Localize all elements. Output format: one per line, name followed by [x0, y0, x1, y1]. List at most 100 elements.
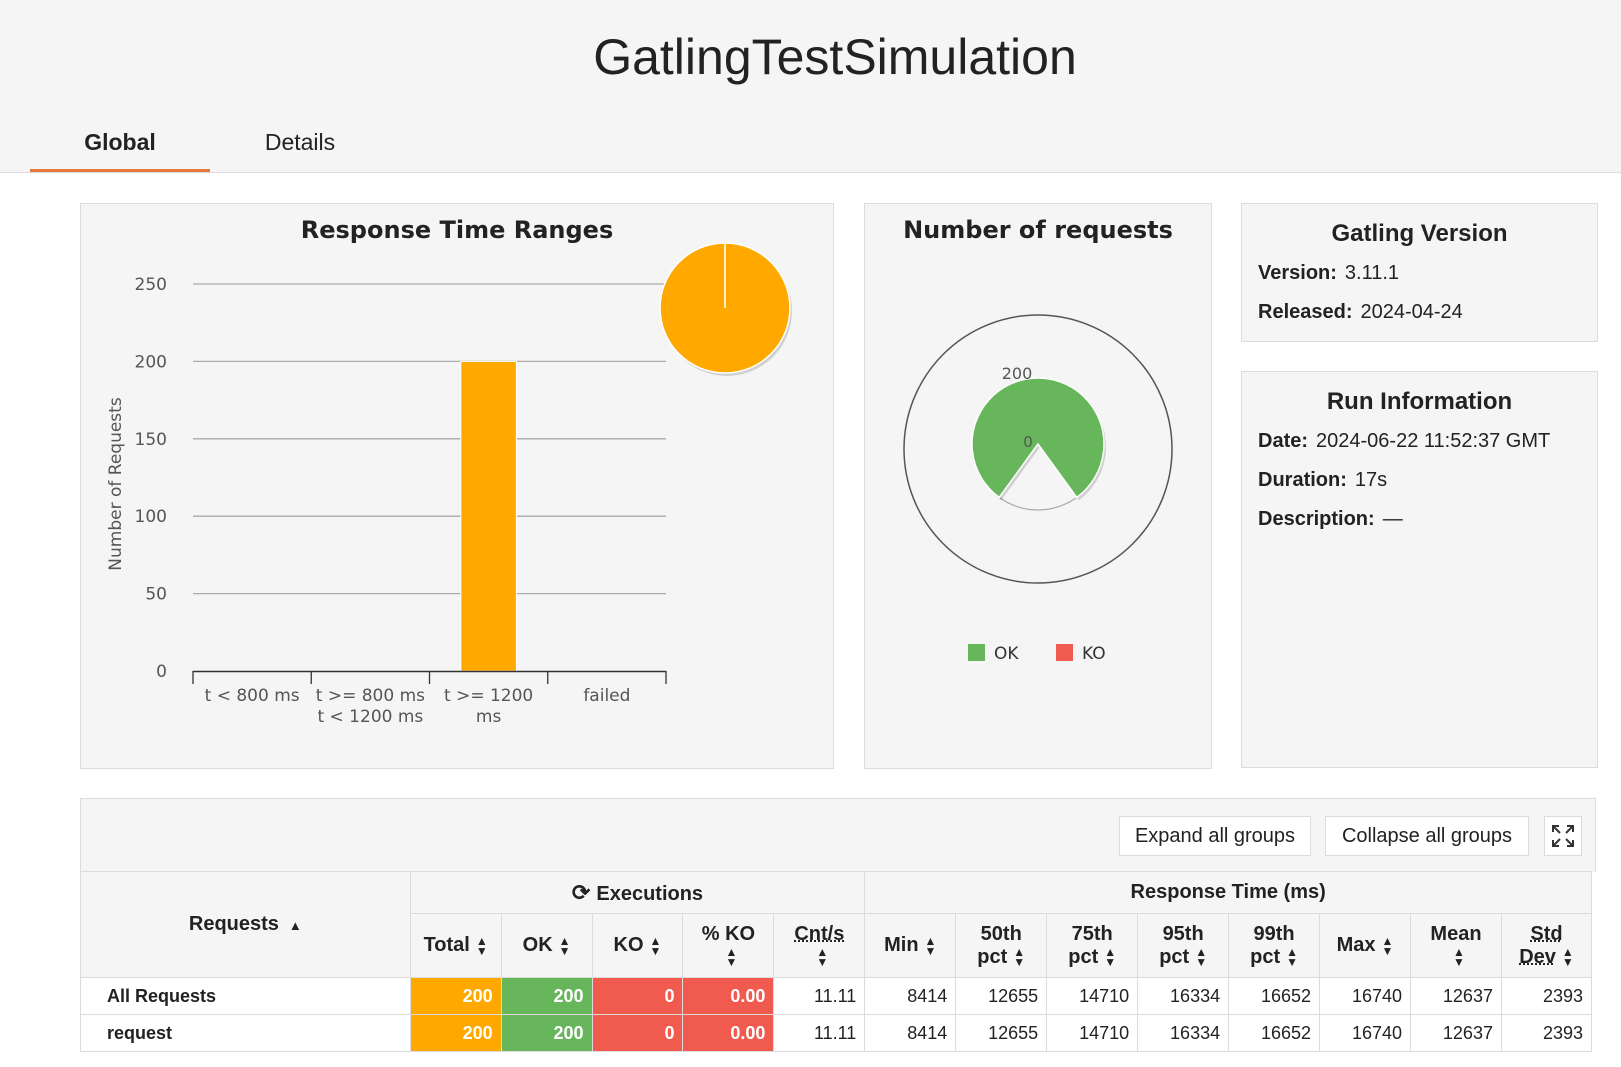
sort-icon: ▲ ▼	[1195, 945, 1208, 970]
inset-pie	[659, 242, 792, 376]
cell-min: 8414	[864, 1014, 957, 1052]
fullscreen-button[interactable]	[1544, 816, 1582, 856]
col-99th-label: 99th	[1253, 922, 1295, 945]
legend-ok-label: OK	[994, 644, 1019, 664]
tab-global[interactable]: Global	[30, 112, 210, 172]
cell-p50: 12655	[955, 1014, 1048, 1052]
cell-total: 200	[409, 1014, 502, 1052]
sort-icon: ▲ ▼	[1561, 945, 1574, 970]
cell-p95: 16334	[1137, 1014, 1230, 1052]
x-tick-label-line: t < 1200 ms	[317, 707, 423, 727]
col-pct-ko[interactable]: % KO ▲ ▼	[682, 913, 775, 978]
table-row[interactable]: All Requests 200 200 0 0.00 11.11 8414 1…	[80, 977, 1593, 1015]
cell-max: 16740	[1319, 977, 1412, 1015]
expand-all-groups-button[interactable]: Expand all groups	[1119, 816, 1311, 856]
request-name[interactable]: request	[80, 1014, 411, 1052]
sort-icon: ▲ ▼	[816, 945, 829, 970]
released-value: 2024-04-24	[1360, 301, 1463, 323]
gatling-version-card: Gatling Version Version: 3.11.1 Released:…	[1241, 203, 1598, 342]
chart-title: Number of requests	[903, 216, 1173, 244]
col-ko[interactable]: KO ▲ ▼	[591, 913, 684, 978]
date-label: Date:	[1258, 430, 1309, 452]
col-pct-ko-label: % KO	[701, 922, 756, 945]
cell-std-dev: 2393	[1500, 1014, 1593, 1052]
x-tick-labels: t < 800 ms t >= 800 ms t < 1200 ms t >= 120…	[205, 686, 631, 727]
x-axis	[192, 670, 667, 684]
y-tick-labels: 0 50 100 150 200 250	[135, 275, 167, 682]
col-ok[interactable]: OK ▲ ▼	[500, 913, 593, 978]
table-row[interactable]: request 200 200 0 0.00 11.11 8414 12655 …	[80, 1014, 1593, 1052]
cell-p75: 14710	[1046, 977, 1139, 1015]
col-99th-pct[interactable]: 99th pct ▲ ▼	[1228, 913, 1321, 978]
requests-column-header[interactable]: Requests ▲	[80, 871, 411, 978]
sort-icon: ▲ ▼	[475, 933, 488, 958]
cell-ko: 0	[591, 1014, 684, 1052]
tab-details[interactable]: Details	[264, 129, 336, 155]
legend: OK KO	[968, 644, 1106, 664]
col-mean[interactable]: Mean ▲ ▼	[1410, 913, 1502, 978]
number-of-requests-chart: Number of requests 200 0 OK KO	[903, 216, 1173, 664]
version-label: Version:	[1258, 262, 1337, 284]
col-50th-label: 50th	[980, 922, 1022, 945]
cell-p75: 14710	[1046, 1014, 1139, 1052]
sort-icon: ▲ ▼	[1013, 945, 1026, 970]
cell-mean: 12637	[1410, 977, 1502, 1015]
y-tick-label: 200	[135, 352, 167, 372]
col-total[interactable]: Total ▲ ▼	[409, 913, 502, 978]
sort-icon: ▲ ▼	[1286, 945, 1299, 970]
cell-ko: 0	[591, 977, 684, 1015]
pie-slice-ok[interactable]	[971, 377, 1105, 499]
y-tick-label: 150	[135, 430, 167, 450]
col-total-label: Total	[423, 934, 470, 956]
col-std-label: Std	[1530, 922, 1563, 945]
cell-pct-ko: 0.00	[682, 1014, 775, 1052]
col-pct-label: pct	[1068, 945, 1099, 968]
y-tick-label: 250	[135, 275, 167, 295]
col-min[interactable]: Min ▲ ▼	[864, 913, 957, 978]
sort-icon: ▲ ▼	[725, 945, 738, 970]
scale-label-min: 0	[1023, 433, 1033, 451]
col-mean-label: Mean	[1430, 922, 1482, 945]
col-cnt-s[interactable]: Cnt/s ▲ ▼	[773, 913, 866, 978]
run-information-title: Run Information	[1326, 388, 1513, 415]
request-name[interactable]: All Requests	[80, 977, 411, 1015]
cell-std-dev: 2393	[1500, 977, 1593, 1015]
col-max[interactable]: Max ▲ ▼	[1319, 913, 1412, 978]
x-tick-label-line: t >= 800 ms	[316, 686, 425, 706]
col-pct-label: pct	[977, 945, 1008, 968]
chart-bars	[460, 360, 517, 672]
sort-icon: ▲ ▼	[1104, 945, 1117, 970]
collapse-all-groups-button[interactable]: Collapse all groups	[1325, 816, 1529, 856]
scale-label-max: 200	[1002, 364, 1033, 383]
col-std-dev[interactable]: Std Dev ▲ ▼	[1500, 913, 1593, 978]
x-tick-label-line: t >= 1200	[444, 686, 533, 706]
refresh-icon: ⟳	[571, 879, 591, 905]
response-time-ranges-chart: Response Time Ranges Number of Requests …	[106, 216, 792, 727]
bar[interactable]	[460, 360, 517, 672]
cell-p99: 16652	[1228, 1014, 1321, 1052]
col-dev-label: Dev	[1519, 945, 1556, 968]
gatling-version-title: Gatling Version	[1331, 220, 1508, 247]
col-50th-pct[interactable]: 50th pct ▲ ▼	[955, 913, 1048, 978]
released-label: Released:	[1258, 301, 1353, 323]
col-ko-label: KO	[613, 934, 644, 956]
response-time-ranges-card: Response Time Ranges Number of Requests …	[80, 203, 834, 769]
col-cnt-s-label: Cnt/s	[794, 922, 845, 945]
col-95th-pct[interactable]: 95th pct ▲ ▼	[1137, 913, 1230, 978]
cell-max: 16740	[1319, 1014, 1412, 1052]
y-axis-label: Number of Requests	[106, 397, 126, 571]
legend-ok-swatch	[968, 644, 985, 661]
duration-row: Duration: 17s	[1258, 469, 1387, 492]
col-75th-pct[interactable]: 75th pct ▲ ▼	[1046, 913, 1139, 978]
fullscreen-icon	[1552, 825, 1574, 847]
cell-mean: 12637	[1410, 1014, 1502, 1052]
description-label: Description:	[1258, 508, 1375, 530]
legend-ko-swatch	[1056, 644, 1073, 661]
chart-grid	[193, 283, 666, 595]
y-tick-label: 0	[156, 662, 167, 682]
requests-pie	[971, 377, 1106, 511]
cell-p99: 16652	[1228, 977, 1321, 1015]
cell-cnt-s: 11.11	[773, 977, 866, 1015]
chart-title: Response Time Ranges	[301, 216, 613, 244]
date-value: 2024-06-22 11:52:37 GMT	[1316, 430, 1551, 452]
